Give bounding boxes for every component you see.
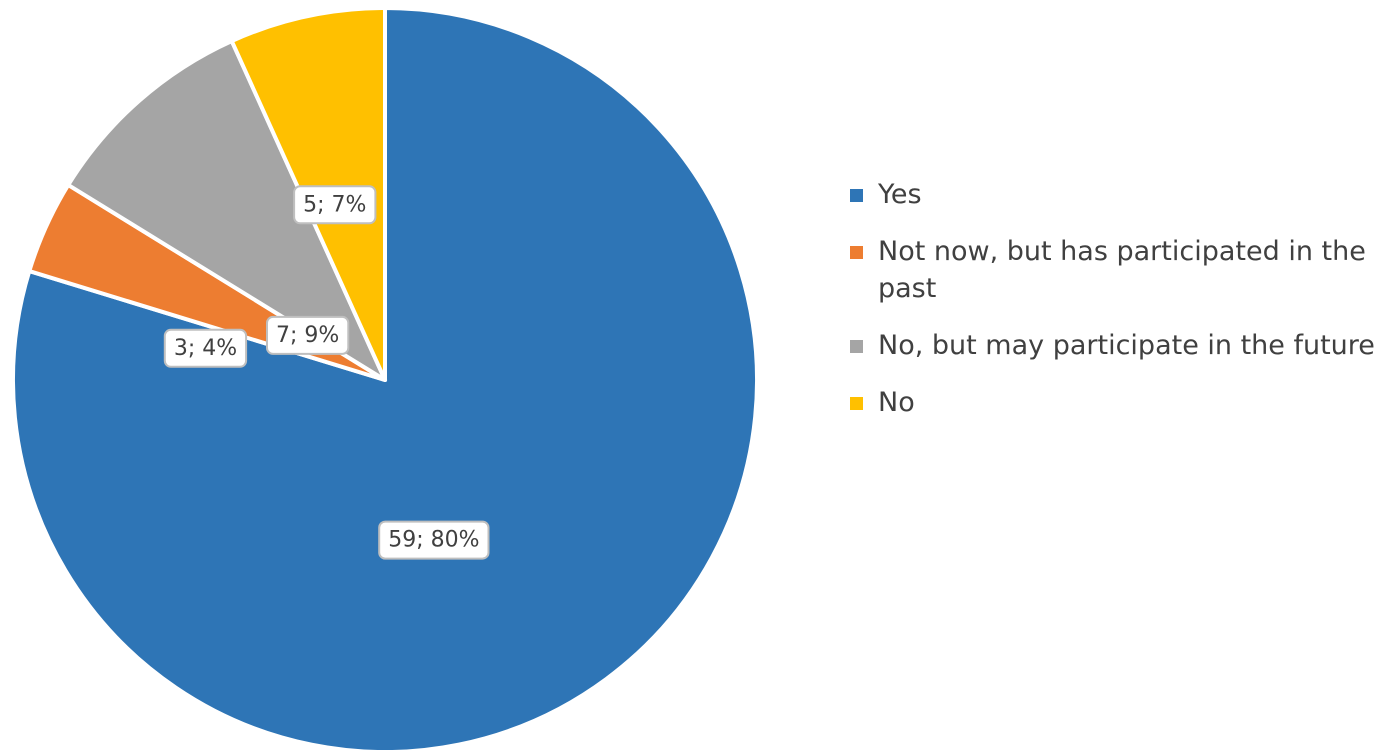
legend-swatch-maybe-future [850, 340, 863, 353]
chart-legend: Yes Not now, but has participated in the… [850, 176, 1380, 441]
legend-item-not-now: Not now, but has participated in the pas… [850, 233, 1380, 307]
legend-label-not-now: Not now, but has participated in the pas… [878, 236, 1366, 304]
legend-label-maybe-future: No, but may participate in the future [878, 330, 1375, 361]
data-label-maybe-future: 7; 9% [266, 315, 350, 355]
data-label-text-no: 5; 7% [303, 192, 366, 217]
data-label-text-yes: 59; 80% [388, 528, 479, 553]
legend-item-yes: Yes [850, 176, 1380, 213]
legend-item-maybe-future: No, but may participate in the future [850, 327, 1380, 364]
data-label-not-now: 3; 4% [163, 328, 248, 368]
data-label-box-maybe-future [266, 315, 350, 355]
legend-swatch-no [850, 397, 863, 410]
legend-item-no: No [850, 384, 1380, 421]
data-label-yes: 59; 80% [378, 520, 490, 560]
data-label-box-yes [378, 520, 490, 560]
legend-swatch-yes [850, 189, 863, 202]
legend-swatch-not-now [850, 246, 863, 259]
legend-label-no: No [878, 387, 915, 418]
data-label-text-maybe-future: 7; 9% [276, 323, 339, 348]
pie-slice-yes [11, 6, 759, 750]
legend-label-yes: Yes [878, 179, 922, 210]
data-label-box-no [293, 185, 377, 225]
data-label-no: 5; 7% [293, 185, 377, 225]
pie-slice-maybe-future [66, 39, 387, 382]
data-label-box-not-now [163, 328, 248, 368]
pie-chart-svg: 59; 80% 3; 4% 7; 9% 5; 7% [11, 6, 759, 750]
data-label-text-not-now: 3; 4% [174, 336, 237, 361]
